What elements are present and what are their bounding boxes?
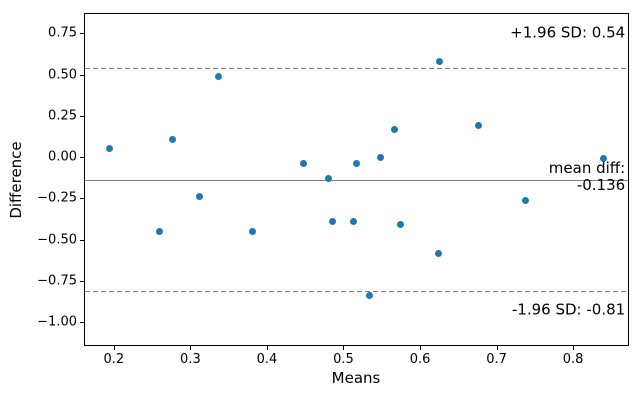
data-point: [522, 196, 530, 204]
data-point: [105, 145, 113, 153]
data-point: [390, 125, 398, 133]
x-tick-mark: [266, 346, 268, 350]
x-tick-label: 0.3: [180, 352, 201, 367]
x-tick-label: 0.2: [103, 352, 125, 367]
x-tick-label: 0.8: [562, 352, 584, 367]
data-point: [353, 160, 360, 168]
data-point: [475, 122, 483, 130]
data-point: [600, 155, 608, 163]
data-point: [300, 160, 308, 168]
mean-diff-line: [85, 179, 628, 181]
data-point: [248, 228, 256, 236]
data-point: [215, 72, 223, 80]
x-tick-mark: [113, 346, 115, 350]
x-tick-label: 0.4: [256, 352, 278, 367]
data-point: [196, 193, 204, 201]
y-tick-mark: [80, 33, 84, 35]
x-tick-label: 0.6: [409, 352, 431, 367]
y-tick-mark: [80, 115, 84, 117]
data-point: [325, 175, 333, 183]
data-point: [435, 57, 443, 65]
mean-diff-annotation: mean diff: -0.136: [548, 158, 626, 194]
y-tick-mark: [80, 322, 84, 324]
y-tick-label: 0.25: [48, 108, 77, 124]
y-tick-mark: [80, 239, 84, 241]
x-tick-mark: [190, 346, 192, 350]
y-tick-label: 0.00: [48, 149, 77, 165]
x-tick-label: 0.5: [333, 352, 354, 367]
x-tick-mark: [343, 346, 345, 350]
data-point: [434, 249, 442, 257]
lower-loa-annotation: -1.96 SD: -0.81: [511, 300, 626, 319]
y-tick-mark: [80, 157, 84, 159]
x-tick-mark: [573, 346, 575, 350]
y-tick-label: 0.50: [48, 67, 77, 83]
data-point: [168, 135, 176, 143]
y-tick-mark: [80, 74, 84, 76]
upper-loa-line: [85, 68, 628, 69]
y-tick-mark: [80, 198, 84, 200]
y-tick-label: −1.00: [37, 314, 77, 330]
data-point: [155, 228, 163, 236]
data-point: [397, 221, 405, 229]
data-point: [328, 218, 336, 226]
y-axis-label: Difference: [7, 141, 25, 219]
lower-loa-line: [85, 290, 628, 292]
y-tick-label: −0.25: [37, 190, 77, 206]
data-point: [376, 153, 384, 161]
y-tick-label: −0.50: [37, 232, 77, 248]
y-tick-mark: [80, 281, 84, 283]
y-tick-label: 0.75: [48, 25, 77, 41]
data-point: [366, 292, 373, 300]
y-tick-label: −0.75: [37, 273, 77, 289]
x-axis-label: Means: [331, 369, 381, 387]
x-tick-label: 0.7: [486, 352, 507, 367]
upper-loa-annotation: +1.96 SD: 0.54: [510, 23, 626, 42]
x-tick-mark: [420, 346, 422, 350]
x-tick-mark: [496, 346, 498, 350]
data-point: [349, 218, 357, 226]
